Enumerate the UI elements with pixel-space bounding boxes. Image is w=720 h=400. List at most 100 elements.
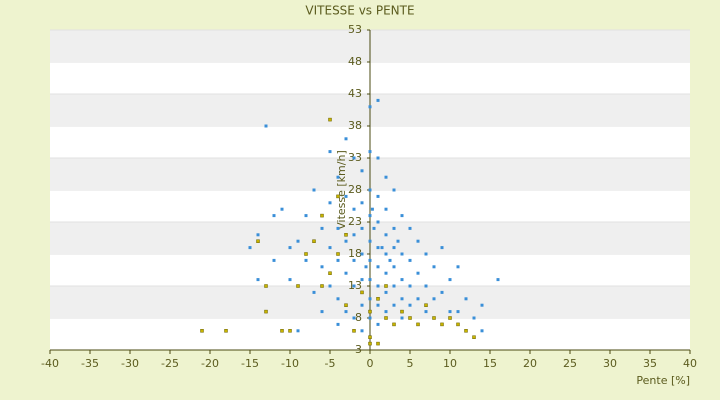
point [336,194,340,199]
point [368,188,372,192]
point [392,303,396,307]
x-tick-label: 15 [483,357,497,370]
point [392,284,396,288]
point [344,194,348,198]
point [352,284,356,288]
point [264,309,268,314]
point [296,239,300,243]
point [360,303,364,307]
point [280,207,284,211]
point [352,156,356,160]
point [440,290,444,294]
point [320,265,324,269]
point [400,278,404,282]
point [264,284,268,288]
point [370,207,374,211]
point [312,239,316,243]
point [304,258,308,262]
point [360,278,364,282]
point [496,278,500,282]
point [408,316,412,320]
point [472,335,476,339]
point [392,322,396,327]
point [400,309,404,314]
point [400,214,404,218]
point [312,290,316,294]
point [328,150,332,154]
point [424,310,428,314]
x-tick-label: -35 [81,357,99,370]
point [296,284,300,288]
point [376,98,380,102]
point [372,226,376,230]
point [352,207,356,211]
point [264,124,268,128]
x-axis-label: Pente [%] [636,374,690,387]
point [364,265,368,269]
point [456,310,460,314]
point [336,322,340,326]
point [288,278,292,282]
point [388,258,392,262]
point [368,316,372,320]
point [392,246,396,250]
point [368,297,372,301]
point [432,316,436,320]
point [344,310,348,314]
point [256,233,260,237]
point [376,265,380,269]
point [424,284,428,288]
point [376,220,380,224]
point [384,233,388,237]
point [408,226,412,230]
x-tick-label: -20 [201,357,219,370]
point [344,303,348,307]
x-tick-label: -15 [241,357,259,370]
x-tick-label: -10 [281,357,299,370]
point [384,290,388,294]
x-tick-label: -5 [325,357,336,370]
point [336,252,340,256]
point [352,329,356,333]
x-tick-label: -40 [41,357,59,370]
chart-title: VITESSE vs PENTE [305,4,414,18]
point [368,278,372,282]
point [368,105,372,109]
y-tick-label: 48 [348,55,362,68]
point [360,201,364,205]
point [368,309,372,314]
point [320,284,324,288]
point [304,214,308,218]
point [384,207,388,211]
point [328,117,332,122]
point [304,252,308,256]
point [416,271,420,275]
point [272,258,276,262]
point [376,322,380,326]
point [352,316,356,320]
point [440,322,444,327]
point [384,310,388,314]
x-tick-label: 30 [603,357,617,370]
point [256,278,260,282]
y-tick-label: 23 [348,215,362,228]
point [248,246,252,250]
point [396,239,400,243]
point [384,316,388,320]
point [380,246,384,250]
y-tick-label: 18 [348,247,362,260]
point [392,188,396,192]
point [224,329,228,333]
x-tick-label: -25 [161,357,179,370]
point [416,239,420,243]
point [328,201,332,205]
x-tick-label: 25 [563,357,577,370]
point [320,310,324,314]
point [368,214,372,218]
point [368,335,372,339]
point [256,239,260,243]
point [384,175,388,179]
point [456,265,460,269]
point [296,329,300,333]
